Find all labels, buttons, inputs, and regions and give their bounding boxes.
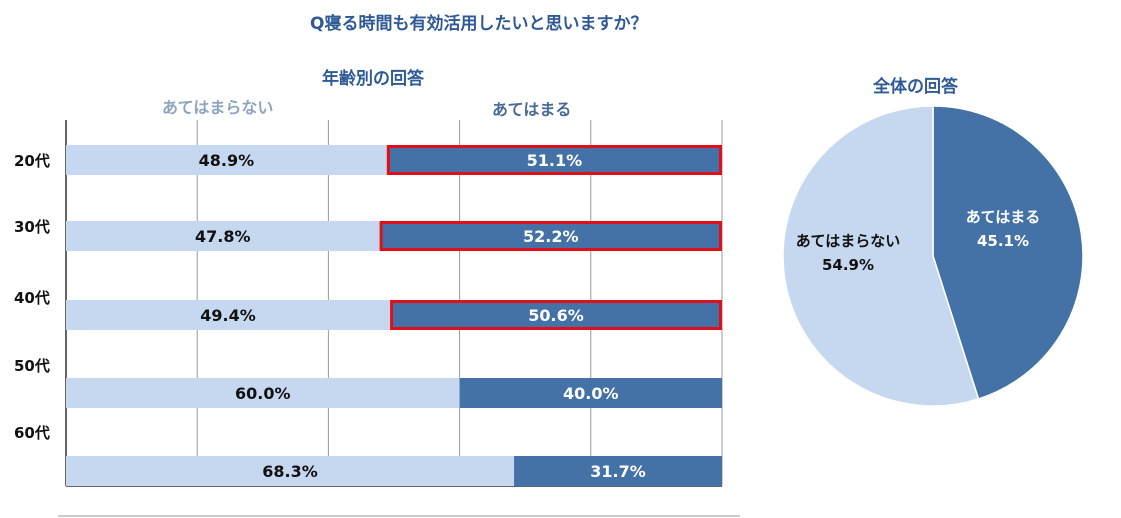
legend-label-not-applicable: あてはまらない	[162, 98, 274, 117]
category-label: 60代	[14, 424, 50, 442]
bar-applicable	[386, 145, 722, 175]
data-label: 48.9%	[199, 151, 255, 170]
category-label: 30代	[14, 218, 50, 236]
pie-label-name: あてはまる	[966, 208, 1040, 226]
bar-applicable	[379, 221, 722, 251]
legend-label-applicable: あてはまる	[492, 100, 572, 119]
bar-not-applicable	[66, 145, 387, 175]
category-label: 20代	[14, 152, 50, 170]
data-label: 40.0%	[563, 384, 619, 403]
bar-chart-title: 年齢別の回答	[322, 69, 424, 89]
category-label: 50代	[14, 357, 50, 375]
data-label: 52.2%	[523, 227, 579, 246]
bar-not-applicable	[66, 221, 380, 251]
main-title: Q寝る時間も有効活用したいと思いますか？	[310, 14, 648, 34]
pie-label-value: 45.1%	[977, 232, 1029, 250]
bar-applicable	[459, 378, 722, 408]
data-label: 31.7%	[590, 462, 646, 481]
bar-not-applicable	[66, 456, 515, 486]
bar-not-applicable	[66, 378, 460, 408]
pie-label-name: あてはまらない	[796, 232, 900, 250]
category-label: 40代	[14, 289, 50, 307]
bar-not-applicable	[66, 300, 391, 330]
pie-slice	[782, 105, 980, 407]
data-label: 51.1%	[527, 151, 583, 170]
data-label: 68.3%	[262, 462, 318, 481]
data-label: 50.6%	[528, 306, 584, 325]
pie-label-value: 54.9%	[822, 256, 874, 274]
data-label: 60.0%	[235, 384, 291, 403]
data-label: 47.8%	[195, 227, 251, 246]
bar-applicable	[514, 456, 722, 486]
bar-applicable	[390, 300, 722, 330]
pie-chart-title: 全体の回答	[873, 77, 958, 97]
pie-slice	[932, 105, 1084, 400]
data-label: 49.4%	[200, 306, 256, 325]
